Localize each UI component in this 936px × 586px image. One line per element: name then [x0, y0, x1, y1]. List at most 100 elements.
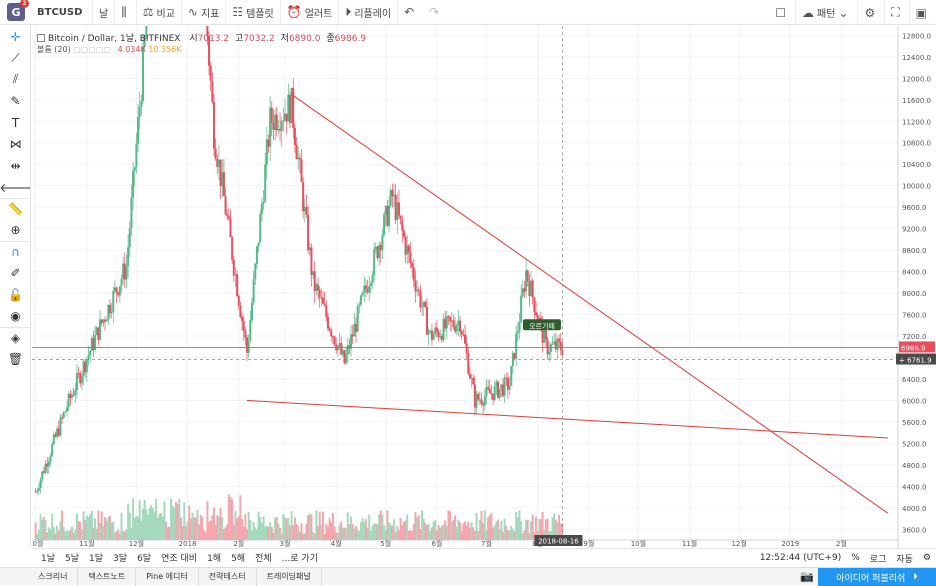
panel-tab[interactable]: 스크리너 [28, 567, 79, 586]
candle-body [128, 228, 131, 248]
publish-label: 아이디어 퍼블리쉬 [836, 573, 906, 584]
publish-idea-button[interactable]: 아이디어 퍼블리쉬 ⏵ [818, 568, 936, 586]
volume-bar [480, 510, 483, 540]
compare-button[interactable]: ⚖ 비교 [137, 0, 182, 25]
pattern-tool[interactable]: ⋈ [0, 134, 31, 156]
ruler-tool[interactable]: 📏 [0, 198, 31, 220]
current-price-tag [899, 341, 935, 353]
volume-bar [239, 495, 242, 540]
volume-bar [303, 533, 306, 540]
candle-body [439, 335, 442, 338]
volume-bar [459, 522, 462, 540]
candle-body [401, 219, 404, 231]
volume-bar [181, 525, 184, 540]
range-button[interactable]: 1해 [207, 554, 222, 564]
candle-body [107, 305, 110, 321]
trendline-tool[interactable]: ⟋ [0, 48, 31, 70]
settings-button[interactable]: ⚙ [858, 0, 886, 25]
time-tick-label: 6월 [431, 539, 442, 548]
volume-bar [407, 530, 410, 540]
goto-date-button[interactable]: ...로 가기 [281, 554, 318, 564]
panel-tab[interactable]: 텍스트노트 [78, 567, 137, 586]
price-tick-label: 10400.0 [902, 161, 931, 169]
crosshair-tool[interactable]: ✛ [0, 26, 31, 48]
volume-bar [391, 525, 394, 540]
volume-bar [255, 529, 258, 540]
volume-bar [500, 520, 503, 540]
snapshot-button[interactable]: ▣ [910, 0, 936, 25]
volume-bar [204, 532, 207, 540]
percent-toggle[interactable]: % [851, 553, 860, 563]
pattern-button[interactable]: ☁ 패턴 ⌄ [796, 0, 859, 25]
delete-tool[interactable]: 🗑 [0, 349, 31, 371]
collapse-icon[interactable] [37, 34, 45, 42]
volume-bar [378, 514, 381, 540]
volume-bar [546, 518, 549, 540]
magnet-tool[interactable]: ∩ [0, 241, 31, 263]
candle-body [402, 230, 405, 238]
volume-bar [518, 510, 521, 540]
indicators-button[interactable]: ∿ 지표 [182, 0, 227, 25]
log-toggle[interactable]: 로그 [869, 554, 887, 565]
user-avatar[interactable]: G 2 [7, 0, 29, 21]
panel-tab[interactable]: Pine 에디터 [136, 567, 199, 586]
range-button[interactable]: 연조 대비 [161, 554, 198, 564]
back-tool[interactable]: 🡐 [0, 177, 32, 199]
symbol-search-button[interactable]: BTCUSD [31, 0, 93, 25]
candle-body [72, 394, 75, 396]
candle-body [140, 101, 143, 108]
volume-bar [528, 533, 531, 540]
undo-button[interactable]: ↶ [398, 0, 423, 25]
fullscreen-button[interactable]: ⛶ [885, 0, 910, 25]
time-tick-label: 2019 [781, 540, 799, 548]
zoom-tool[interactable]: ⊕ [0, 220, 31, 242]
volume-controls-icon[interactable]: ▢▢▢▢▢ [73, 45, 112, 54]
fib-tool[interactable]: ⫽ [0, 69, 31, 91]
volume-bar [171, 505, 174, 540]
draw-mode-tool[interactable]: ✐ [0, 263, 31, 285]
range-button[interactable]: 5날 [65, 554, 80, 564]
candle-body [308, 247, 311, 251]
auto-toggle[interactable]: 자동 [896, 554, 913, 565]
range-button[interactable]: 6달 [137, 554, 152, 564]
layout-button[interactable]: ☐ [769, 0, 797, 25]
candle-body [307, 214, 310, 251]
volume-bar [290, 511, 293, 540]
range-button[interactable]: 5해 [231, 554, 246, 564]
range-button[interactable]: 1날 [41, 554, 56, 564]
camera-icon[interactable]: 📷 [800, 570, 814, 583]
interval-button[interactable]: 날 [93, 0, 116, 25]
volume-bar [472, 527, 475, 540]
redo-button[interactable]: ↷ [423, 0, 448, 25]
volume-bar [123, 531, 126, 540]
lock-tool[interactable]: 🔓 [0, 284, 31, 306]
replay-button[interactable]: ⏵ 리플레이 [339, 0, 399, 25]
range-button[interactable]: 3달 [113, 554, 128, 564]
candle-body [353, 323, 356, 337]
range-button[interactable]: 전체 [255, 554, 272, 564]
price-chart[interactable]: 12800.0 12400.0 12000.0 11600.0 11200.0 10800… [32, 26, 936, 548]
layers-tool[interactable]: ◈ [0, 327, 31, 349]
brush-tool[interactable]: ✎ [0, 91, 31, 113]
range-button[interactable]: 1달 [89, 554, 104, 564]
candle-body [333, 336, 336, 345]
trend-line [291, 94, 889, 514]
volume-bar [178, 498, 181, 540]
chart-type-button[interactable]: ⫼ [115, 0, 137, 25]
panel-tab[interactable]: 전략테스터 [199, 567, 257, 586]
volume-bar [183, 502, 186, 540]
alerts-button[interactable]: ⏰ 얼러트 [281, 0, 340, 25]
undo-icon: ↶ [404, 5, 415, 19]
prediction-tool[interactable]: ⇹ [0, 155, 31, 177]
visibility-tool[interactable]: ◉ [0, 306, 31, 328]
panel-tab[interactable]: 트레이딩패널 [257, 567, 322, 586]
candle-body [366, 288, 369, 293]
templates-button[interactable]: ☷ 템플릿 [226, 0, 281, 25]
price-tick-label: 6400.0 [902, 376, 927, 384]
volume-bar [444, 520, 447, 540]
volume-bar [247, 512, 250, 540]
candle-body [105, 320, 108, 322]
scale-settings-icon[interactable]: ⚙ [922, 553, 931, 563]
text-tool[interactable]: T [0, 112, 31, 134]
candle-body [41, 471, 44, 480]
